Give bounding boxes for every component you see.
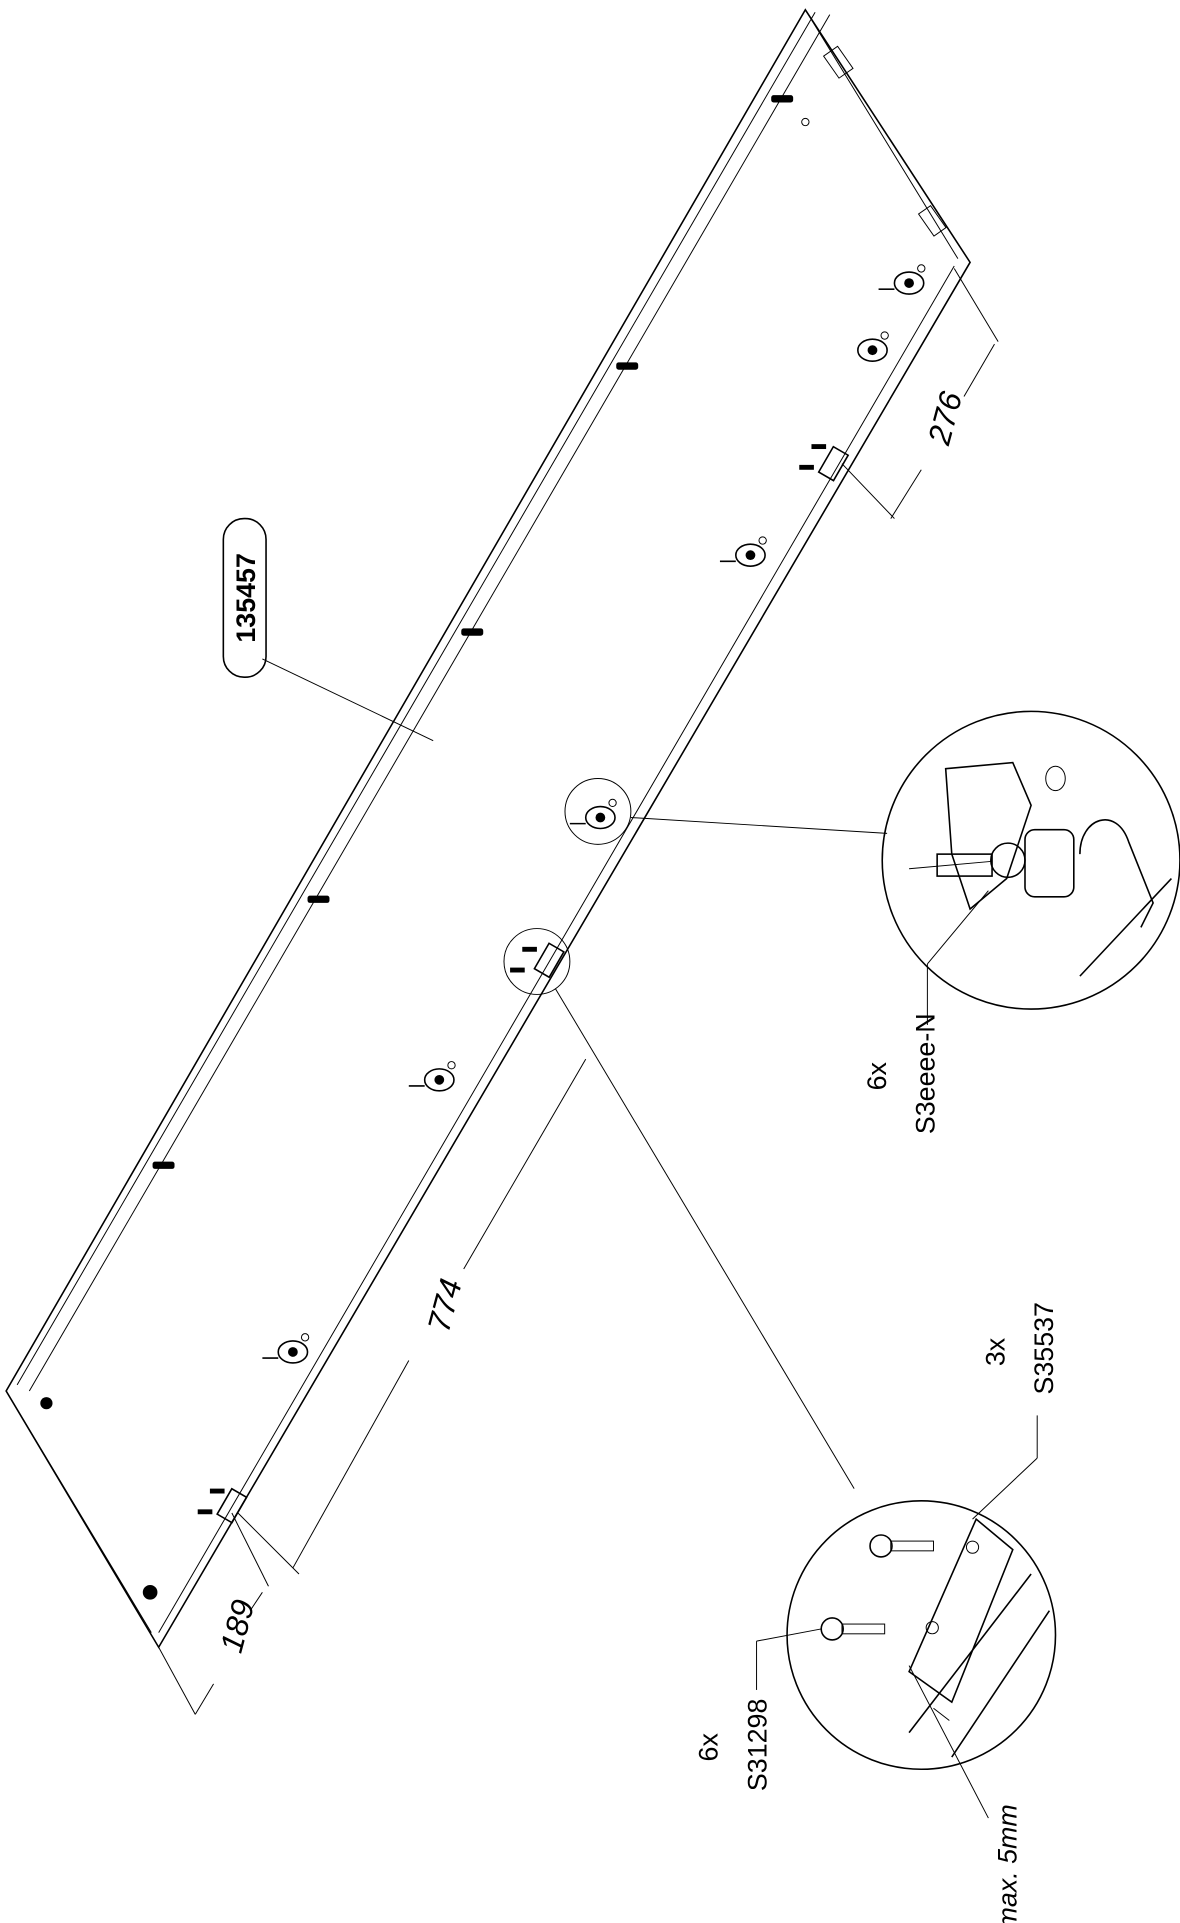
note: max. 5mm bbox=[992, 1804, 1022, 1923]
assembly-diagram: 135457 276 774 189 6x S3eeee-N 3x S35537… bbox=[0, 0, 1180, 1923]
dimension: 276 bbox=[920, 388, 969, 450]
plates bbox=[198, 444, 848, 1523]
dimension: 189 bbox=[213, 1596, 261, 1656]
part-code: S3eeee-N bbox=[911, 1013, 941, 1134]
part-number: 135457 bbox=[231, 553, 261, 643]
part-code: S35537 bbox=[1029, 1302, 1059, 1394]
detail-callouts bbox=[504, 711, 1180, 1818]
board bbox=[6, 10, 970, 1647]
cam-fittings bbox=[262, 265, 925, 1363]
quantity: 6x bbox=[862, 1061, 892, 1090]
dimension: 774 bbox=[420, 1275, 468, 1335]
part-code: S31298 bbox=[742, 1699, 772, 1791]
dimension-lines bbox=[159, 268, 998, 1714]
quantity: 6x bbox=[694, 1733, 724, 1762]
quantity: 3x bbox=[980, 1337, 1010, 1366]
